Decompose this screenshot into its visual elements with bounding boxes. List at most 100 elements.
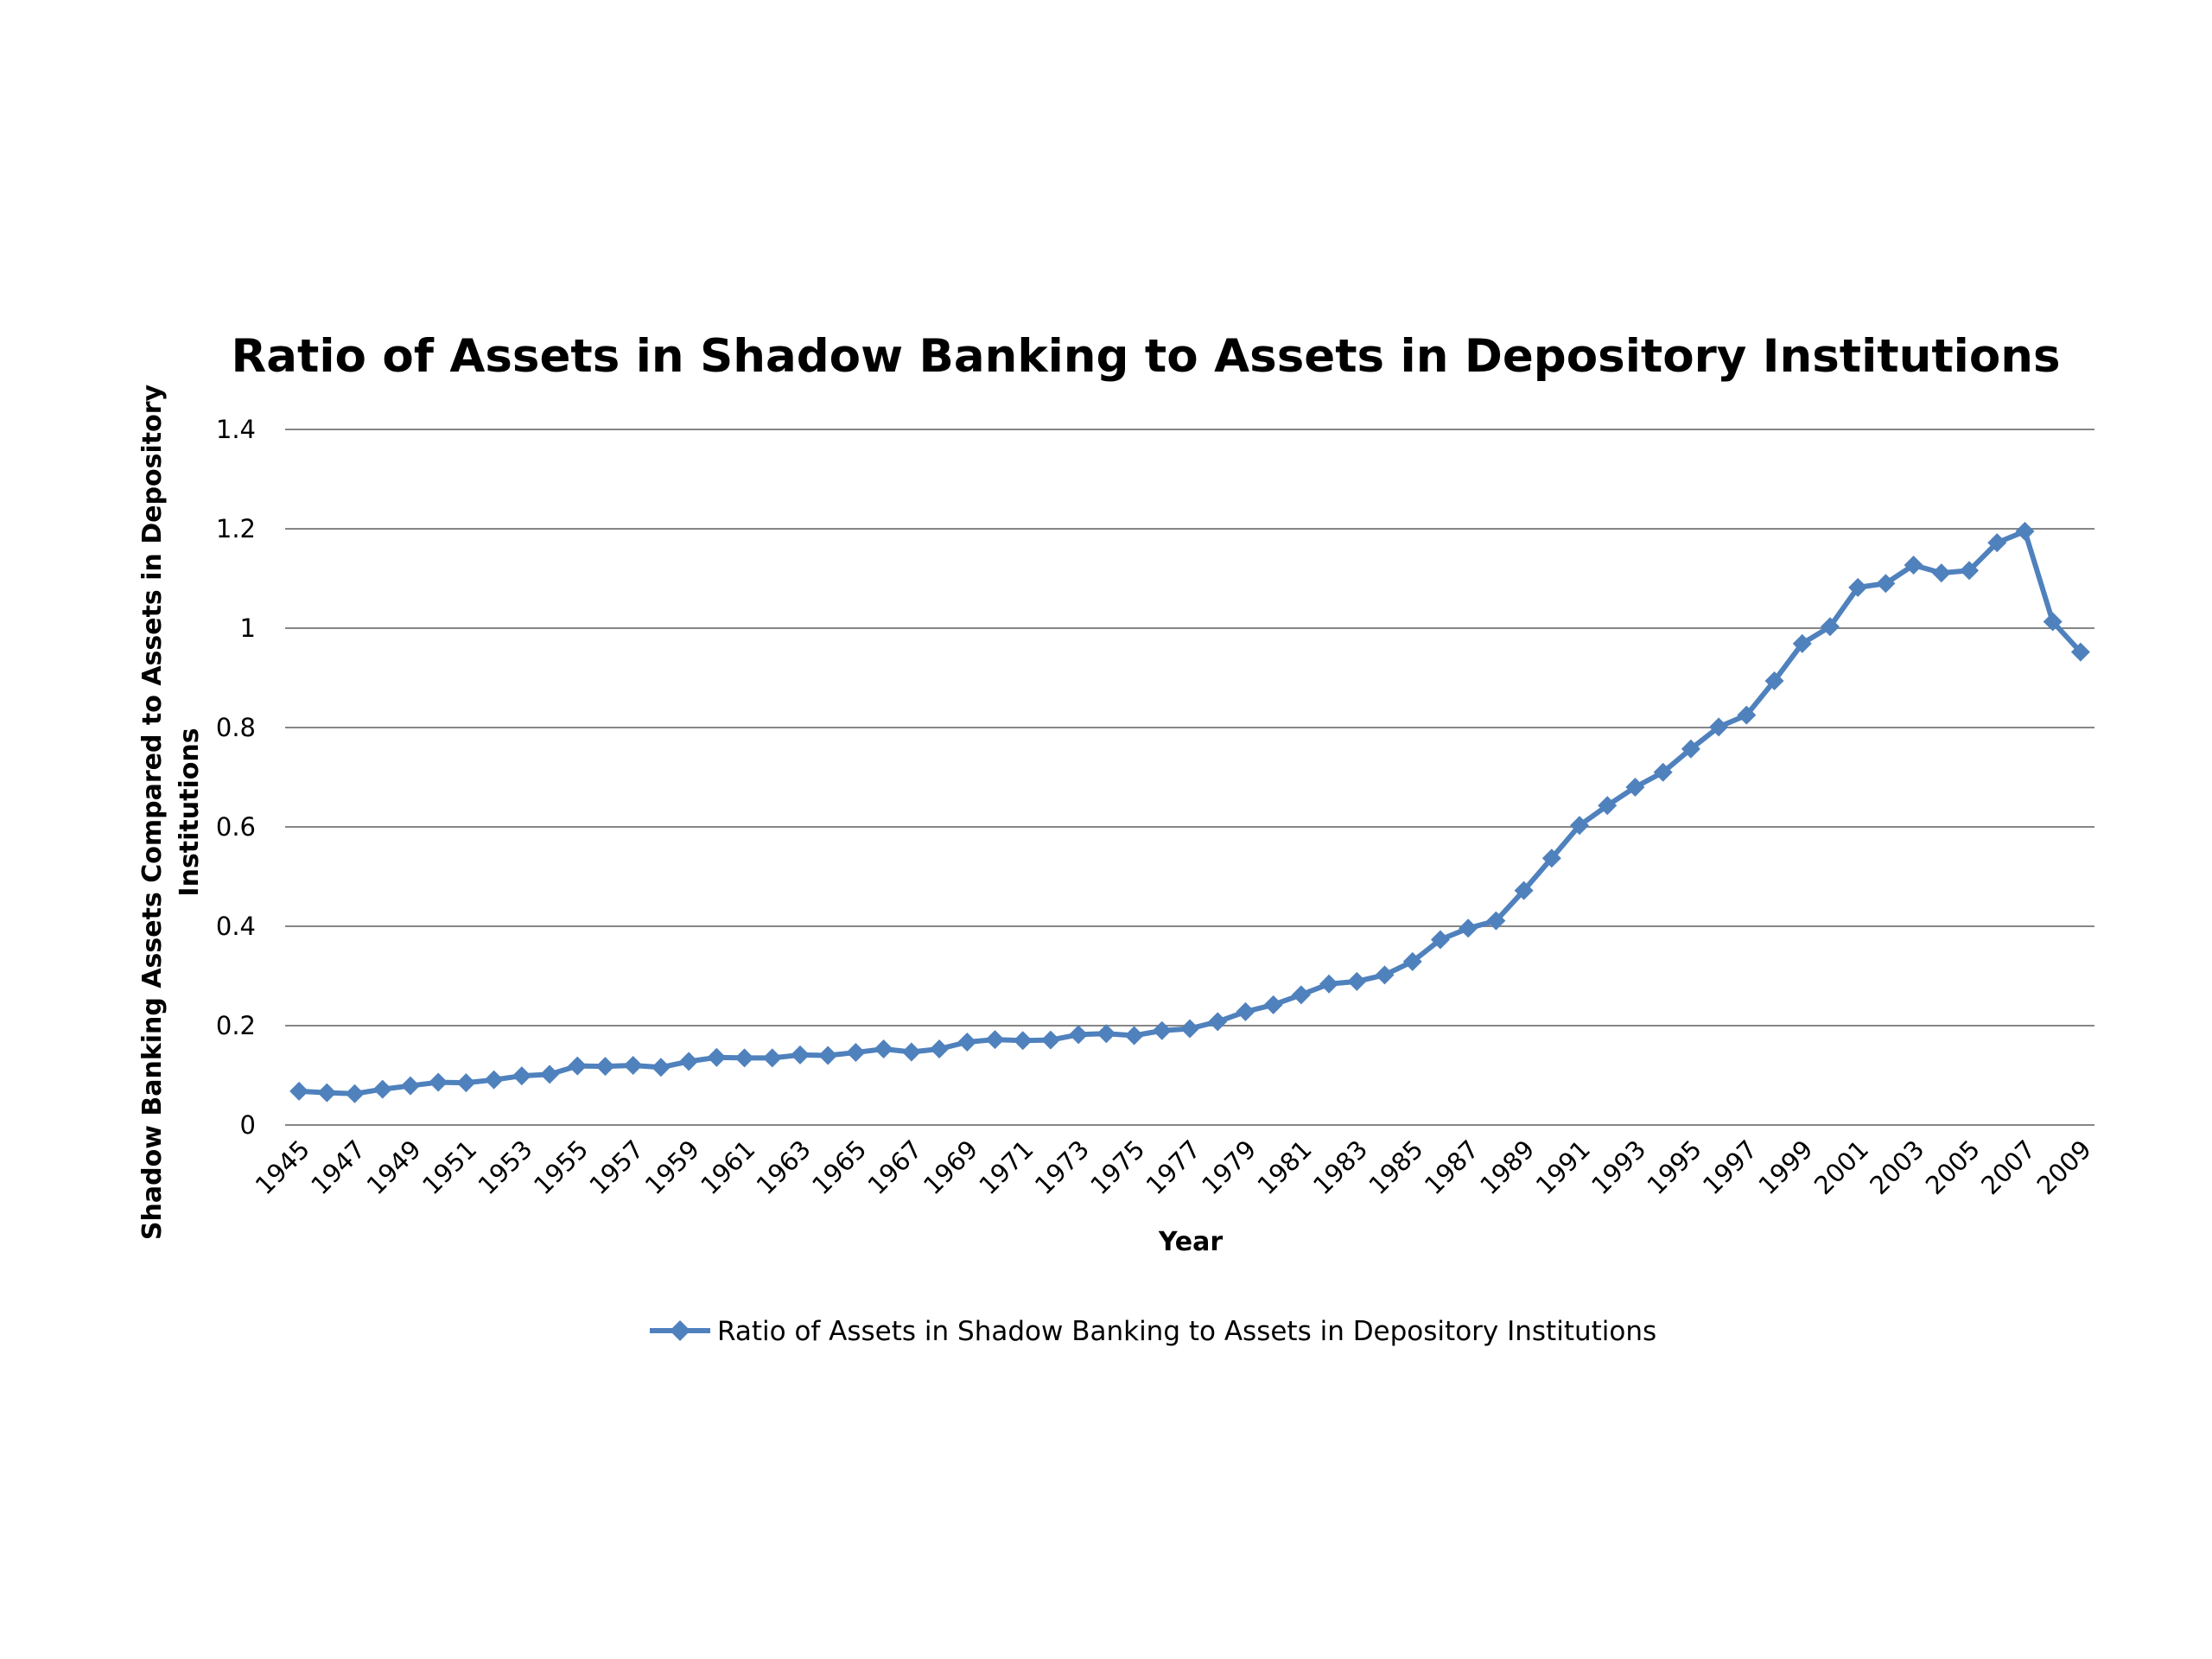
data-point-1976 — [1152, 1020, 1172, 1040]
y-tick-label: 0.6 — [216, 812, 256, 842]
x-tick-label: 2003 — [1864, 1135, 1929, 1200]
data-point-1989 — [1514, 880, 1534, 900]
data-point-1955 — [568, 1056, 588, 1076]
data-point-1958 — [651, 1058, 671, 1077]
series-group — [289, 521, 2090, 1103]
x-tick-label: 1997 — [1697, 1135, 1763, 1200]
data-point-2002 — [1876, 574, 1896, 594]
x-tick-label: 2001 — [1808, 1135, 1874, 1200]
x-tick-label: 1983 — [1307, 1135, 1373, 1200]
x-tick-label: 1973 — [1029, 1135, 1095, 1200]
y-tick-label: 0.8 — [216, 713, 256, 742]
x-tick-label: 1955 — [528, 1135, 594, 1200]
x-tick-label: 1975 — [1084, 1135, 1150, 1200]
x-tick-label: 1947 — [305, 1135, 371, 1200]
data-point-1973 — [1069, 1025, 1089, 1045]
data-point-1988 — [1486, 911, 1506, 931]
y-axis-label-line-2: Institutions — [175, 728, 205, 896]
data-point-1995 — [1681, 739, 1700, 759]
legend-label: Ratio of Assets in Shadow Banking to Ass… — [717, 1316, 1656, 1347]
data-point-1968 — [930, 1039, 950, 1059]
y-axis-label-line-1: Shadow Banking Assets Compared to Assets… — [137, 384, 168, 1240]
data-point-1997 — [1737, 705, 1757, 725]
gridlines — [285, 429, 2094, 1126]
data-point-1983 — [1347, 971, 1367, 991]
data-point-1981 — [1291, 985, 1311, 1005]
data-point-1953 — [512, 1066, 531, 1086]
y-tick-label: 1 — [240, 613, 256, 643]
x-tick-label: 2005 — [1920, 1135, 1986, 1200]
x-tick-label: 1961 — [695, 1135, 760, 1200]
data-point-1963 — [790, 1045, 810, 1065]
data-point-1972 — [1040, 1030, 1060, 1050]
data-point-1961 — [734, 1048, 754, 1068]
data-point-1947 — [345, 1084, 365, 1103]
data-point-1966 — [874, 1039, 893, 1059]
data-point-1990 — [1541, 849, 1561, 868]
data-point-1945 — [289, 1081, 309, 1101]
x-axis-ticks: 1945194719491951195319551957195919611963… — [250, 1135, 2097, 1200]
data-point-1946 — [317, 1083, 337, 1103]
legend-marker — [670, 1320, 690, 1341]
x-tick-label: 1995 — [1642, 1135, 1707, 1200]
x-tick-label: 1953 — [473, 1135, 538, 1200]
data-point-1970 — [985, 1030, 1005, 1050]
data-point-2004 — [1931, 563, 1951, 583]
series-line — [298, 528, 2083, 1096]
x-tick-label: 1979 — [1196, 1135, 1262, 1200]
data-point-1991 — [1570, 816, 1590, 836]
x-tick-label: 1999 — [1752, 1135, 1818, 1200]
data-point-1951 — [456, 1073, 476, 1093]
x-tick-label: 1989 — [1474, 1135, 1540, 1200]
data-point-1978 — [1208, 1012, 1228, 1032]
legend: Ratio of Assets in Shadow Banking to Ass… — [650, 1316, 1656, 1347]
data-point-1959 — [679, 1052, 699, 1071]
data-point-1996 — [1709, 717, 1729, 737]
data-point-1962 — [762, 1048, 782, 1068]
x-tick-label: 1959 — [639, 1135, 705, 1200]
data-point-1984 — [1375, 965, 1395, 985]
x-tick-label: 1967 — [862, 1135, 928, 1200]
data-point-1987 — [1459, 918, 1478, 938]
data-point-1971 — [1013, 1031, 1033, 1051]
x-axis-label: Year — [1158, 1227, 1224, 1257]
data-point-1948 — [372, 1079, 392, 1099]
data-point-1994 — [1653, 762, 1673, 782]
chart-title: Ratio of Assets in Shadow Banking to Ass… — [231, 330, 2060, 383]
x-tick-label: 1965 — [806, 1135, 872, 1200]
data-point-1992 — [1598, 796, 1618, 816]
data-point-1956 — [595, 1057, 615, 1077]
y-tick-label: 1.4 — [216, 415, 256, 444]
x-tick-label: 1963 — [751, 1135, 817, 1200]
data-point-1998 — [1764, 671, 1784, 690]
data-point-1954 — [540, 1065, 560, 1084]
x-tick-label: 1987 — [1419, 1135, 1484, 1200]
x-tick-label: 1969 — [918, 1135, 983, 1200]
x-tick-label: 1957 — [583, 1135, 649, 1200]
x-tick-label: 1945 — [250, 1135, 315, 1200]
x-tick-label: 1985 — [1363, 1135, 1428, 1200]
data-point-2000 — [1820, 617, 1840, 637]
data-point-2001 — [1848, 577, 1868, 597]
data-point-2009 — [2070, 642, 2090, 662]
y-tick-label: 0.4 — [216, 912, 256, 941]
data-point-1969 — [957, 1032, 977, 1052]
x-tick-label: 1977 — [1141, 1135, 1206, 1200]
data-point-1979 — [1236, 1001, 1255, 1021]
data-point-1964 — [818, 1046, 838, 1065]
x-tick-label: 1993 — [1586, 1135, 1651, 1200]
data-point-1977 — [1180, 1019, 1199, 1039]
data-point-1967 — [901, 1042, 921, 1062]
x-tick-label: 1949 — [361, 1135, 427, 1200]
data-point-1975 — [1124, 1026, 1144, 1046]
data-point-1960 — [707, 1047, 727, 1067]
y-tick-label: 0.2 — [216, 1011, 256, 1040]
x-tick-label: 1981 — [1252, 1135, 1318, 1200]
data-point-2008 — [2043, 612, 2063, 632]
x-tick-label: 2009 — [2031, 1135, 2097, 1200]
x-tick-label: 1951 — [416, 1135, 482, 1200]
data-point-1986 — [1430, 930, 1450, 950]
data-point-1957 — [623, 1056, 643, 1075]
y-tick-label: 0 — [240, 1110, 256, 1140]
data-point-2003 — [1904, 555, 1923, 575]
